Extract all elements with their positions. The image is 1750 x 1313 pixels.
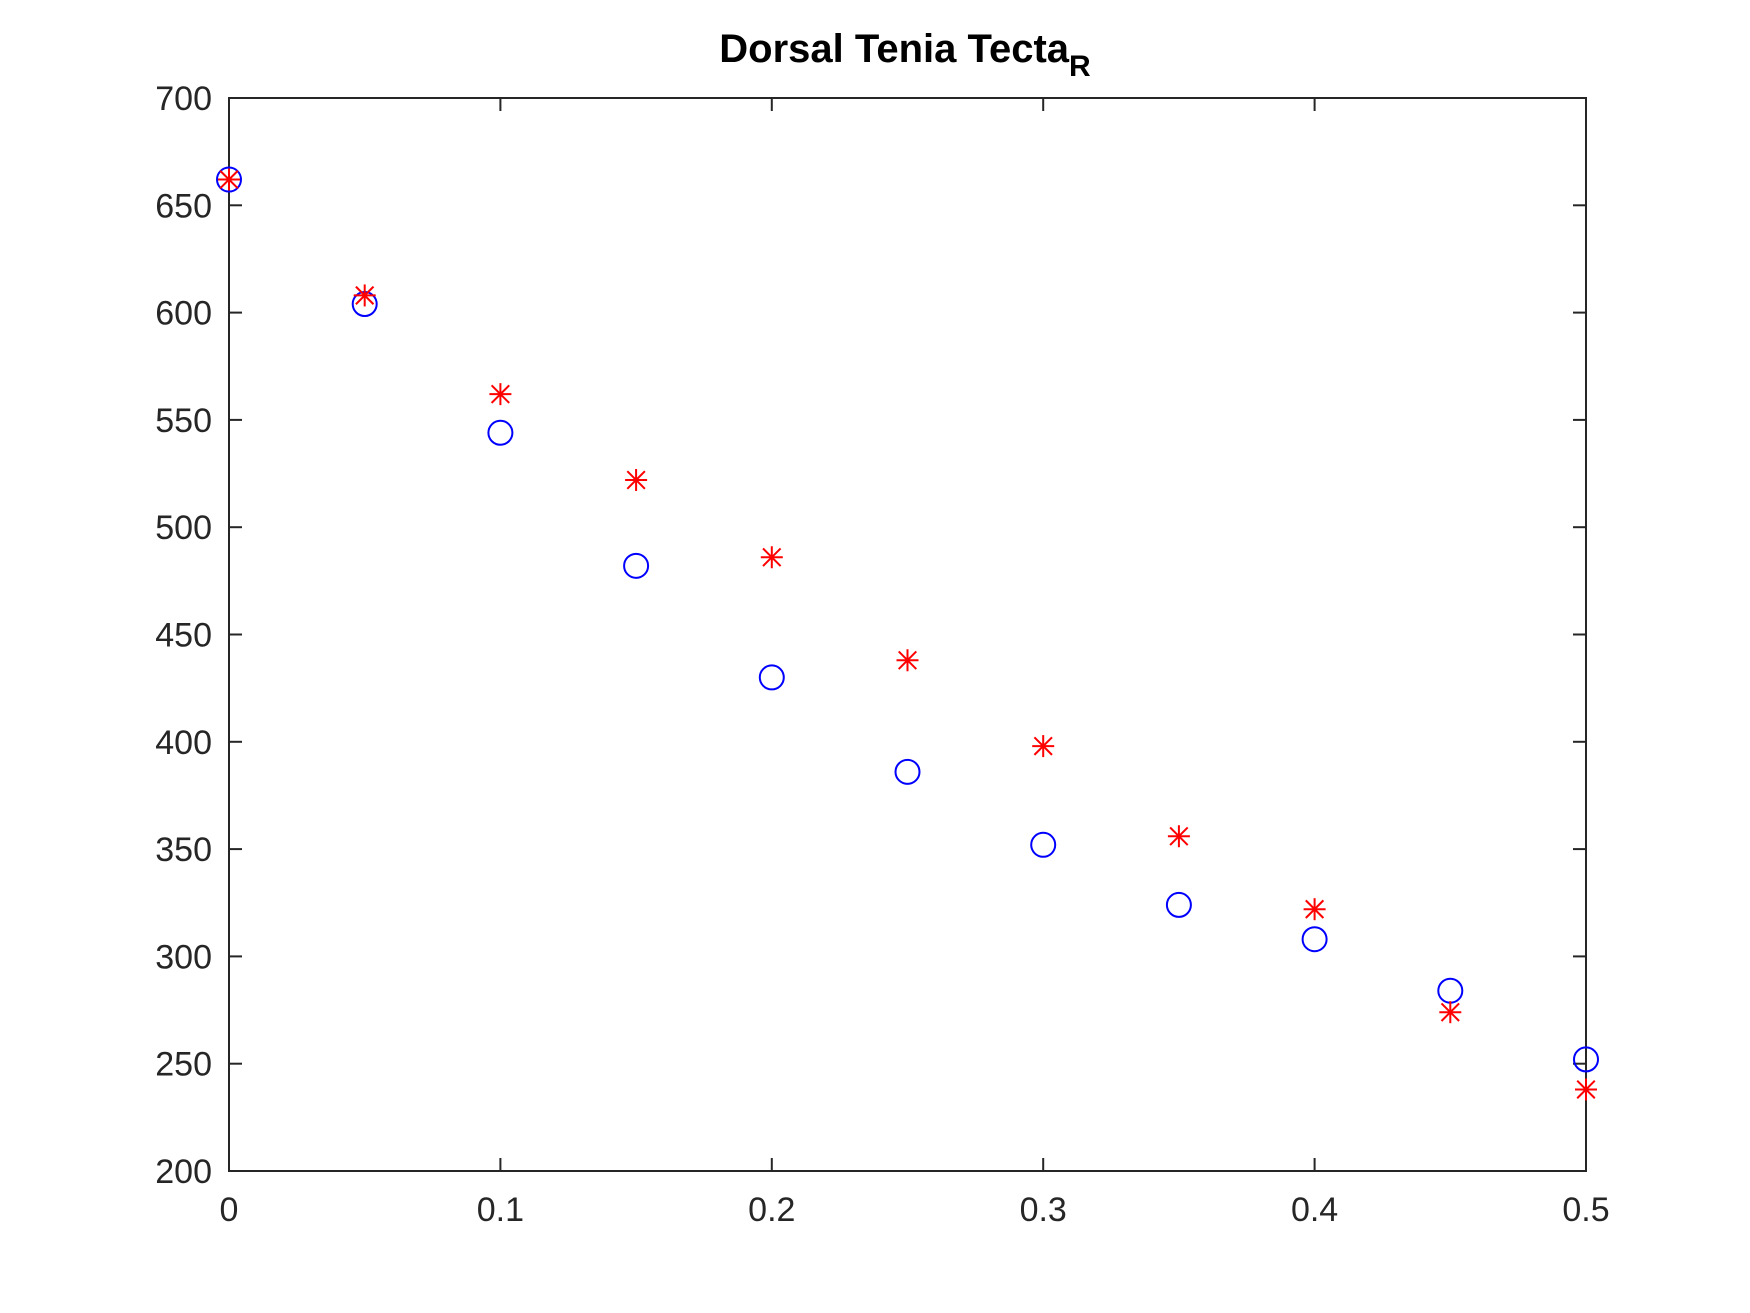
y-tick-label: 600 xyxy=(155,295,212,333)
asterisk-point xyxy=(1575,1078,1597,1101)
x-tick-label: 0.1 xyxy=(477,1191,524,1229)
y-tick-label: 450 xyxy=(155,617,212,655)
y-tick-label: 650 xyxy=(155,187,212,225)
asterisk-point xyxy=(1167,825,1190,848)
x-tick-label: 0.5 xyxy=(1562,1191,1609,1229)
y-tick-label: 400 xyxy=(155,724,212,762)
plot-axes xyxy=(228,97,1587,1172)
y-tick-label: 200 xyxy=(155,1153,212,1191)
circle-point xyxy=(623,552,650,579)
y-tick-label: 550 xyxy=(155,402,212,440)
asterisk-point xyxy=(353,284,376,307)
x-tick-label: 0.2 xyxy=(748,1191,795,1229)
chart-title: Dorsal Tenia TectaR xyxy=(719,27,1091,83)
circle-point xyxy=(487,419,514,446)
y-tick-label: 300 xyxy=(155,938,212,976)
data-markers xyxy=(216,166,1599,1101)
y-tick-label: 250 xyxy=(155,1046,212,1084)
asterisk-point xyxy=(1303,898,1326,921)
axis-ticks xyxy=(228,97,1587,1172)
x-tick-label: 0.4 xyxy=(1291,1191,1338,1229)
chart-title-subscript: R xyxy=(1069,50,1091,83)
x-tick-label: 0 xyxy=(220,1191,239,1229)
circle-point xyxy=(1301,926,1328,953)
circle-point xyxy=(758,664,785,691)
x-tick-label: 0.3 xyxy=(1020,1191,1067,1229)
axis-tick-labels: 0 0.1 0.2 0.3 0.4 0.5 200 250 300 350 400 450 500 550… xyxy=(155,80,1609,1229)
y-tick-label: 500 xyxy=(155,509,212,547)
asterisk-point xyxy=(625,468,648,491)
y-tick-label: 350 xyxy=(155,831,212,869)
asterisk-point xyxy=(896,649,919,672)
circle-point xyxy=(1030,831,1057,858)
y-tick-label: 700 xyxy=(155,80,212,118)
asterisk-point xyxy=(218,168,240,191)
asterisk-point xyxy=(1032,735,1055,758)
asterisk-point xyxy=(1439,1001,1462,1024)
circle-point xyxy=(216,166,242,193)
circle-point xyxy=(1573,1046,1599,1073)
asterisk-point xyxy=(489,383,512,406)
asterisk-point xyxy=(760,546,783,569)
chart-title-main: Dorsal Tenia Tecta xyxy=(719,27,1070,71)
circle-point xyxy=(1165,891,1192,918)
plot-area-box xyxy=(228,97,1587,1172)
circle-point xyxy=(894,758,921,785)
